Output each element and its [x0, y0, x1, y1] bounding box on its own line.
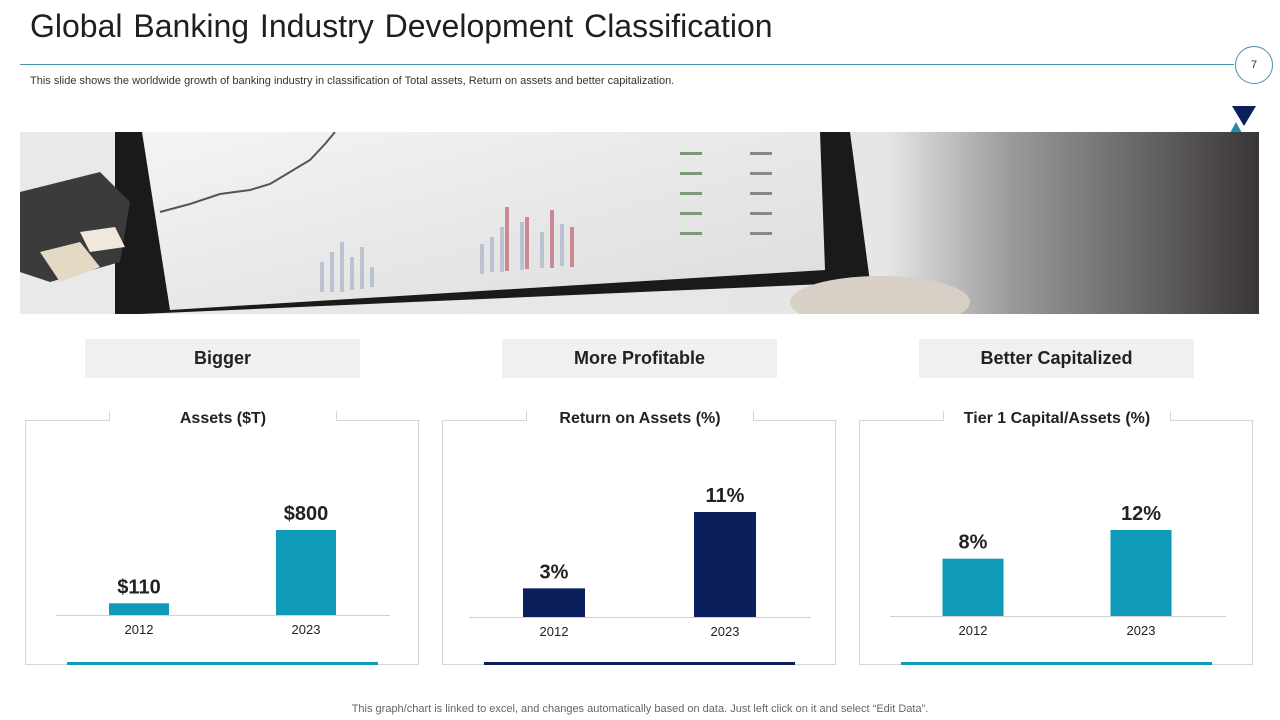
data-label-2023: $800 [284, 503, 329, 525]
bar-2012 [523, 588, 585, 617]
panel-accent-bar [901, 662, 1212, 665]
category-label-2023: 2023 [292, 622, 321, 637]
panel-accent-bar [67, 662, 378, 665]
bar-2023 [276, 530, 336, 615]
category-more-profitable: More Profitable [502, 339, 777, 378]
category-label-2012: 2012 [540, 624, 569, 639]
chart-plot: 8% 2012 12% 2023 [890, 503, 1226, 638]
category-label-2012: 2012 [125, 622, 154, 637]
hero-trading-photo [20, 132, 1259, 314]
category-label-2023: 2023 [711, 624, 740, 639]
data-label-2012: 3% [540, 561, 569, 583]
category-label-2012: 2012 [959, 623, 988, 638]
category-better-capitalized: Better Capitalized [919, 339, 1194, 378]
page-number-badge: 7 [1235, 46, 1273, 84]
category-bigger: Bigger [85, 339, 360, 378]
chart-title: Assets ($T) [179, 410, 267, 427]
chart-panel-tier1-capital: Tier 1 Capital/Assets (%) 8% 2012 12% 2023 [859, 410, 1254, 665]
chart-panel-assets: Assets ($T) $110 2012 $800 2023 [25, 410, 420, 665]
chart-plot: $110 2012 $800 2023 [56, 503, 390, 637]
data-label-2012: 8% [959, 532, 988, 554]
bar-2023 [1110, 530, 1172, 616]
data-label-2023: 11% [706, 485, 745, 507]
slide-title: Global Banking Industry Development Clas… [30, 8, 773, 44]
slide-subtitle: This slide shows the worldwide growth of… [30, 75, 675, 87]
title-divider [20, 64, 1234, 65]
chart-title: Tier 1 Capital/Assets (%) [963, 410, 1151, 427]
data-label-2012: $110 [117, 576, 160, 598]
data-label-2023: 12% [1121, 503, 1161, 525]
footer-note: This graph/chart is linked to excel, and… [351, 703, 929, 715]
category-label-2023: 2023 [1127, 623, 1156, 638]
panel-accent-bar [484, 662, 795, 665]
bar-2012 [942, 558, 1004, 616]
bar-2012 [109, 603, 169, 615]
chart-panel-return-on-assets: Return on Assets (%) 3% 2012 11% 2023 [442, 410, 837, 665]
chart-plot: 3% 2012 11% 2023 [469, 485, 811, 639]
bar-2023 [694, 512, 756, 617]
chart-title: Return on Assets (%) [559, 410, 721, 427]
